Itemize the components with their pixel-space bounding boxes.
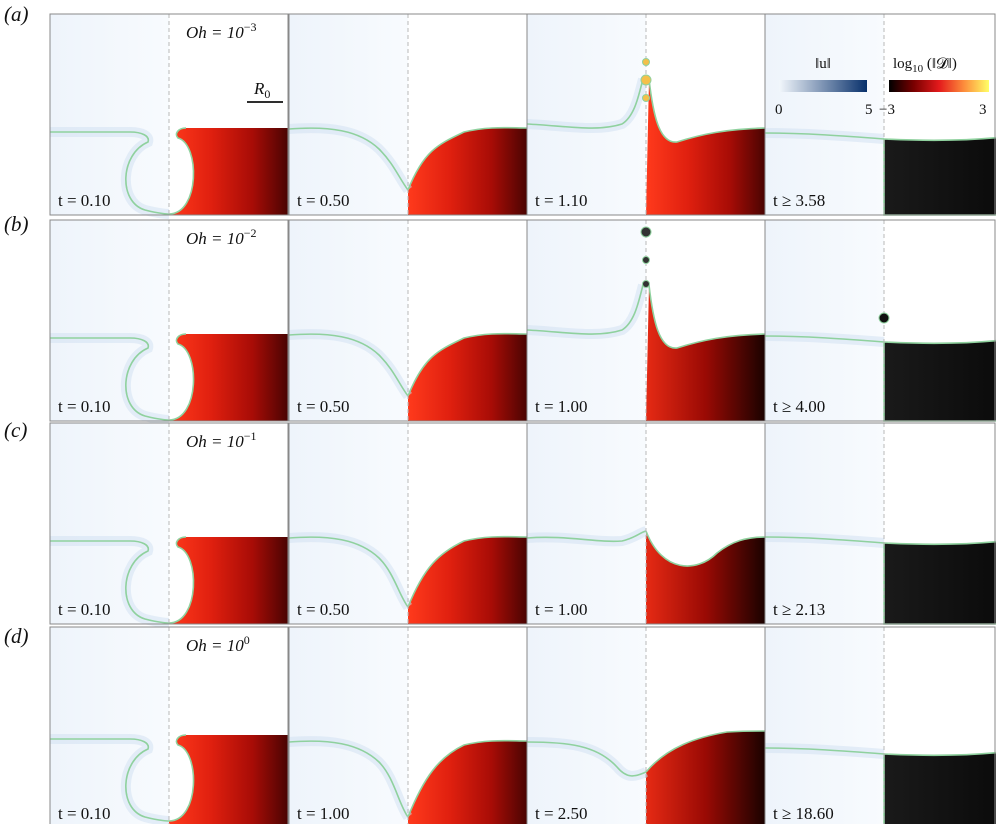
droplet bbox=[642, 94, 650, 102]
interface-line bbox=[50, 540, 170, 624]
time-label: t = 0.10 bbox=[58, 600, 111, 619]
droplet bbox=[642, 256, 650, 264]
droplet bbox=[642, 280, 650, 288]
time-label: t ≥ 3.58 bbox=[773, 191, 825, 210]
panel-r3-c1: t = 1.00 bbox=[288, 626, 528, 824]
row-label-d: (d) bbox=[4, 624, 29, 648]
time-label: t ≥ 4.00 bbox=[773, 397, 825, 416]
dissipation-field bbox=[169, 537, 288, 624]
colorbar-dissipation-min: −3 bbox=[879, 102, 895, 118]
time-label: t ≥ 2.13 bbox=[773, 600, 825, 619]
panel-r0-c3: t ≥ 3.58 bbox=[764, 13, 996, 216]
dissipation-field bbox=[646, 285, 765, 421]
droplet bbox=[640, 74, 652, 86]
interface-line bbox=[764, 132, 885, 140]
dissipation-field bbox=[408, 333, 527, 421]
dissipation-field bbox=[884, 541, 996, 624]
panel-r3-c0: t = 0.10 Oh = 100 bbox=[49, 626, 289, 824]
oh-label: Oh = 10−2 bbox=[186, 226, 257, 248]
droplet bbox=[640, 226, 652, 238]
dissipation-field bbox=[884, 752, 996, 824]
oh-label: Oh = 10−1 bbox=[186, 429, 257, 451]
panel-r3-c3: t ≥ 18.60 bbox=[764, 626, 996, 824]
colorbar-dissipation-max: 3 bbox=[979, 102, 987, 118]
panel-r2-c1: t = 0.50 bbox=[288, 422, 528, 625]
panel-r0-c1: t = 0.50 bbox=[288, 13, 528, 216]
dissipation-field bbox=[884, 137, 996, 215]
interface-line bbox=[526, 530, 647, 543]
interface-line bbox=[288, 740, 409, 818]
time-label: t = 0.50 bbox=[297, 397, 350, 416]
time-label: t = 0.10 bbox=[58, 397, 111, 416]
panel-r1-c1: t = 0.50 bbox=[288, 219, 528, 422]
panel-r1-c0: t = 0.10 Oh = 10−2 bbox=[49, 219, 289, 425]
interface-line bbox=[526, 741, 647, 777]
dissipation-field bbox=[646, 731, 765, 824]
oh-label: Oh = 100 bbox=[186, 633, 250, 655]
colorbars: ‖u‖ 0 5 log10 (‖𝓓‖) −3 3 bbox=[775, 56, 989, 118]
panel-r1-c3: t ≥ 4.00 bbox=[764, 219, 996, 422]
colorbar-velocity-max: 5 bbox=[865, 102, 873, 118]
time-label: t = 0.10 bbox=[58, 191, 111, 210]
dissipation-field bbox=[169, 735, 288, 824]
oh-label: Oh = 10−3 bbox=[186, 20, 257, 42]
dissipation-field bbox=[169, 128, 288, 215]
interface-line bbox=[526, 284, 644, 335]
row-label-c: (c) bbox=[4, 418, 28, 442]
colorbar-dissipation-title: log10 (‖𝓓‖) bbox=[893, 56, 957, 75]
interface-line bbox=[764, 536, 885, 544]
row-label-b: (b) bbox=[4, 212, 29, 236]
panel-r2-c3: t ≥ 2.13 bbox=[764, 422, 996, 625]
interface-line bbox=[50, 738, 170, 822]
panel-r0-c0: t = 0.10 Oh = 10−3 bbox=[49, 13, 289, 219]
dissipation-field bbox=[646, 531, 765, 624]
interface-line bbox=[50, 131, 170, 215]
colorbar-velocity-title: ‖u‖ bbox=[815, 56, 831, 72]
dissipation-field bbox=[646, 79, 765, 215]
interface-line bbox=[288, 333, 409, 397]
row-label-a: (a) bbox=[4, 2, 29, 26]
interface-line bbox=[764, 335, 885, 343]
panel-r1-c2: t = 1.00 bbox=[526, 219, 766, 422]
colorbar-velocity bbox=[779, 80, 867, 92]
time-label: t = 1.00 bbox=[297, 804, 350, 823]
interface-line bbox=[288, 536, 409, 608]
time-label: t = 1.10 bbox=[535, 191, 588, 210]
dissipation-field bbox=[169, 334, 288, 421]
time-label: t = 0.10 bbox=[58, 804, 111, 823]
colorbar-dissipation bbox=[889, 80, 989, 92]
interface-line bbox=[288, 127, 409, 191]
panel-r2-c2: t = 1.00 bbox=[526, 422, 766, 625]
panel-r3-c2: t = 2.50 bbox=[526, 626, 766, 824]
dissipation-field bbox=[408, 740, 527, 824]
time-label: t = 0.50 bbox=[297, 600, 350, 619]
panel-r2-c0: t = 0.10 Oh = 10−1 bbox=[49, 422, 289, 628]
droplet bbox=[642, 58, 650, 66]
panel-r0-c2: t = 1.10 bbox=[526, 13, 766, 216]
interface-line bbox=[50, 337, 170, 421]
interface-line bbox=[764, 747, 885, 755]
interface-line bbox=[526, 78, 644, 129]
dissipation-field bbox=[408, 127, 527, 215]
colorbar-velocity-min: 0 bbox=[775, 102, 783, 118]
time-label: t ≥ 18.60 bbox=[773, 804, 834, 823]
dissipation-field bbox=[884, 340, 996, 421]
time-label: t = 1.00 bbox=[535, 397, 588, 416]
time-label: t = 0.50 bbox=[297, 191, 350, 210]
time-label: t = 1.00 bbox=[535, 600, 588, 619]
droplet bbox=[878, 312, 890, 324]
time-label: t = 2.50 bbox=[535, 804, 588, 823]
